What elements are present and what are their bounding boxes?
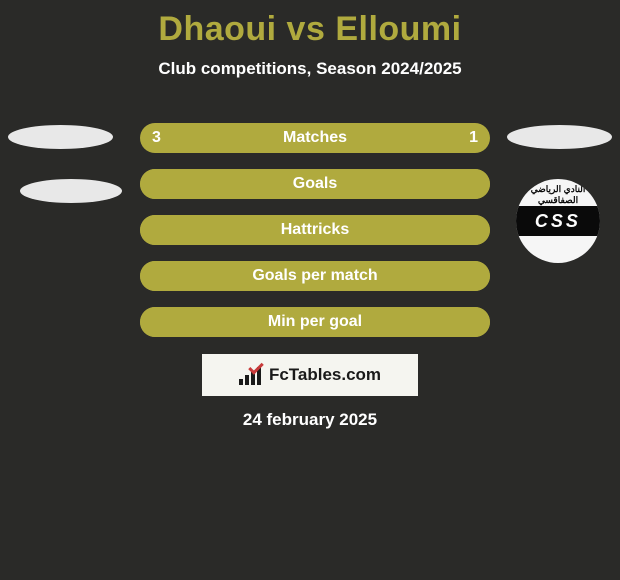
stat-bar: Matches3 1	[140, 123, 490, 153]
stat-bar: Goals per match	[140, 261, 490, 291]
subtitle: Club competitions, Season 2024/2025	[0, 59, 620, 79]
stat-bar-right-value: 1	[457, 123, 490, 153]
branding-label: FcTables.com	[269, 365, 381, 385]
team-oval-right-top	[507, 125, 612, 149]
stat-bar-label: Hattricks	[140, 215, 490, 245]
team-logo-arabic: النادي الرياضي الصفاقسي	[516, 184, 600, 206]
stats-bars: Matches3 1 Goals Hattricks Goals per match Mi…	[140, 123, 490, 353]
stat-bar-label: Goals	[140, 169, 490, 199]
stat-bar: Min per goal	[140, 307, 490, 337]
stat-bar-left-value: 3	[140, 123, 173, 153]
date-label: 24 february 2025	[0, 410, 620, 430]
stat-bar-label: Min per goal	[140, 307, 490, 337]
team-oval-left-top	[8, 125, 113, 149]
team-logo-text: CSS	[535, 211, 581, 232]
stat-bar-label: Matches	[140, 123, 490, 153]
team-oval-left-bot	[20, 179, 122, 203]
stat-bar-label: Goals per match	[140, 261, 490, 291]
stat-bar: Hattricks	[140, 215, 490, 245]
team-logo-right: النادي الرياضي الصفاقسي CSS	[516, 179, 600, 263]
branding-box: FcTables.com	[202, 354, 418, 396]
page-title: Dhaoui vs Elloumi	[0, 0, 620, 49]
stat-bar: Goals	[140, 169, 490, 199]
fctables-icon	[239, 365, 265, 385]
team-logo-band: CSS	[516, 206, 600, 236]
